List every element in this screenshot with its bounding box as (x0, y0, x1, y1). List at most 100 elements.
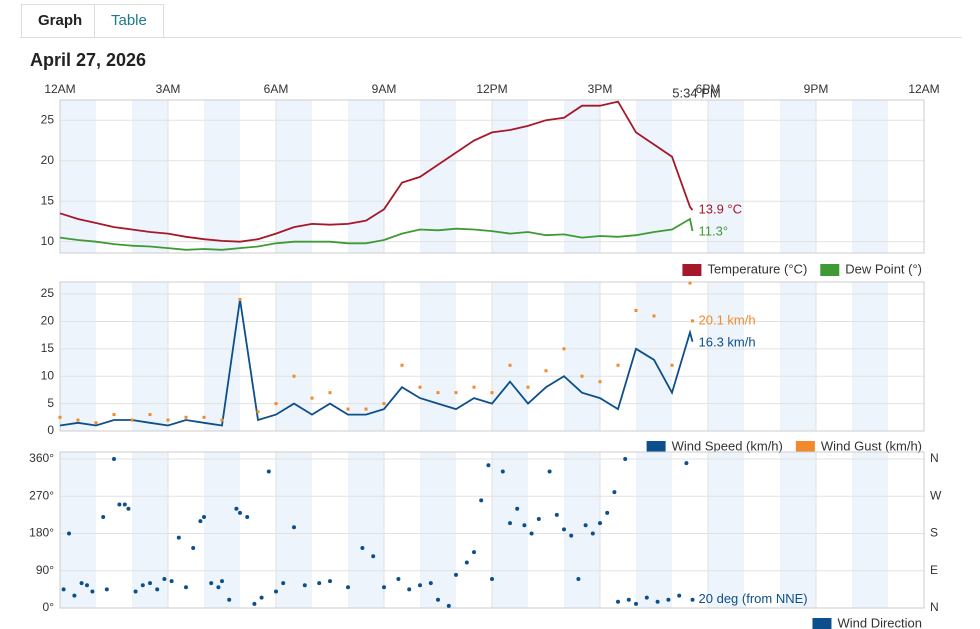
series-line (59, 299, 694, 427)
gust-point (112, 413, 116, 417)
gust-point (58, 415, 62, 419)
scatter-point (292, 525, 296, 530)
scatter-point (67, 531, 71, 536)
scatter-point (472, 550, 476, 555)
scatter-point (626, 597, 631, 602)
y-tick-label: 360° (29, 451, 54, 465)
scatter-point (101, 514, 106, 519)
end-value-label: 16.3 km/h (699, 334, 756, 349)
scatter-point (666, 597, 671, 602)
end-value-label: 13.9 °C (699, 202, 743, 217)
hour-band (780, 282, 816, 431)
hour-band (132, 282, 168, 431)
gust-point (274, 402, 278, 406)
scatter-point (623, 457, 628, 462)
y-tick-label: 0 (47, 423, 54, 437)
scatter-point (616, 599, 620, 604)
gust-point (328, 391, 332, 395)
legend-label: Temperature (°C) (707, 261, 807, 276)
gust-point (670, 363, 674, 367)
scatter-point (302, 583, 307, 588)
scatter-point (536, 517, 541, 522)
scatter-point (436, 597, 440, 602)
scatter-point (634, 601, 638, 606)
end-value-label: 11.3° (699, 224, 729, 239)
series-line (59, 217, 694, 251)
scatter-point (690, 597, 695, 602)
legend-swatch (812, 618, 832, 629)
hour-band (636, 452, 672, 608)
hour-band (564, 282, 600, 431)
hour-band (780, 452, 816, 608)
scatter-point (382, 585, 386, 590)
hour-band (204, 282, 240, 431)
end-value-label: 20.1 km/h (699, 312, 756, 327)
scatter-point (346, 585, 350, 590)
scatter-point (169, 579, 174, 584)
gust-point (418, 385, 422, 389)
hour-band (636, 282, 672, 431)
hour-band (204, 452, 240, 608)
y-tick-label: 5 (47, 396, 54, 410)
scatter-point (562, 527, 566, 532)
scatter-point (220, 579, 224, 584)
scatter-point (407, 587, 412, 592)
hour-band (492, 100, 528, 253)
gust-point (310, 396, 314, 400)
scatter-point (605, 510, 610, 515)
y2-tick-label: N (930, 600, 939, 614)
scatter-point (90, 589, 95, 594)
gust-point (436, 391, 440, 395)
tab-table[interactable]: Table (94, 4, 164, 37)
tab-graph[interactable]: Graph (21, 4, 100, 37)
scatter-point (227, 597, 232, 602)
gust-point (634, 308, 638, 312)
scatter-point (684, 461, 689, 466)
gust-point (652, 314, 656, 318)
scatter-point (72, 593, 77, 598)
scatter-point (479, 498, 484, 503)
gust-point (148, 413, 152, 417)
scatter-point (490, 577, 494, 582)
gust-point (688, 281, 692, 285)
hour-band (276, 282, 312, 431)
hour-band (780, 100, 816, 253)
hour-band (60, 282, 96, 431)
scatter-point (85, 583, 89, 588)
gust-point (508, 363, 512, 367)
gust-point (256, 410, 260, 414)
y-tick-label: 10 (41, 234, 55, 248)
hour-band (564, 452, 600, 608)
scatter-point (126, 506, 131, 511)
scatter-point (569, 533, 574, 538)
gust-point (76, 418, 80, 422)
x-tick-label: 6AM (264, 82, 289, 96)
x-tick-label: 3AM (156, 82, 181, 96)
scatter-point (446, 603, 451, 608)
scatter-point (61, 587, 66, 592)
gust-point (130, 418, 134, 422)
scatter-point (184, 585, 188, 590)
gust-point (691, 319, 695, 323)
scatter-point (216, 585, 221, 590)
scatter-point (79, 581, 84, 586)
scatter-point (371, 554, 376, 559)
legend-label: Dew Point (°) (845, 261, 922, 276)
gust-point (238, 298, 242, 302)
scatter-point (500, 469, 505, 474)
scatter-point (583, 523, 588, 528)
y-tick-label: 15 (41, 193, 55, 207)
scatter-point (547, 469, 552, 474)
gust-point (616, 363, 620, 367)
gust-point (526, 385, 530, 389)
hour-band (348, 100, 384, 253)
gust-point (400, 363, 404, 367)
hour-band (348, 282, 384, 431)
gust-point (292, 374, 296, 378)
scatter-point (677, 593, 682, 598)
hour-band (204, 100, 240, 253)
hour-band (60, 100, 96, 253)
scatter-point (508, 521, 512, 526)
hour-band (708, 100, 744, 253)
